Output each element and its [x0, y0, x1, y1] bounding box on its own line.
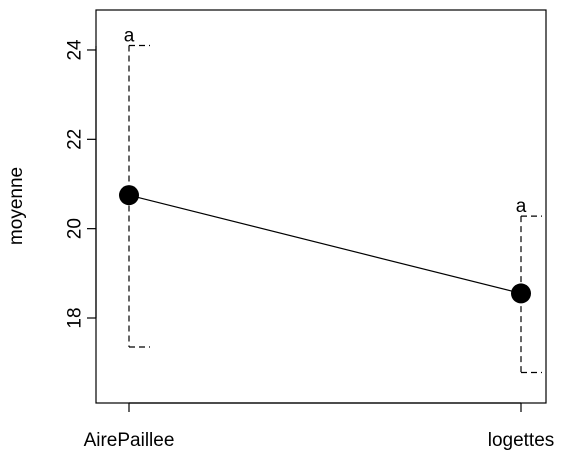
- group-letter: a: [124, 26, 135, 47]
- chart-marks: aa: [119, 26, 542, 374]
- x-tick-label: logettes: [488, 430, 555, 451]
- data-point: [119, 185, 139, 206]
- data-point: [511, 283, 531, 304]
- y-tick-label: 24: [65, 39, 86, 61]
- y-tick-label: 18: [65, 307, 86, 328]
- group-letter: a: [516, 196, 527, 217]
- y-axis: 18 20 22 24: [65, 39, 97, 329]
- y-axis-label: moyenne: [6, 167, 27, 245]
- y-tick-label: 20: [65, 218, 86, 239]
- x-axis: AirePaillee logettes: [84, 402, 555, 451]
- plot-frame: [95, 9, 547, 404]
- y-tick-label: 22: [65, 129, 86, 150]
- series-line: [128, 194, 522, 295]
- x-tick-label: AirePaillee: [84, 430, 175, 451]
